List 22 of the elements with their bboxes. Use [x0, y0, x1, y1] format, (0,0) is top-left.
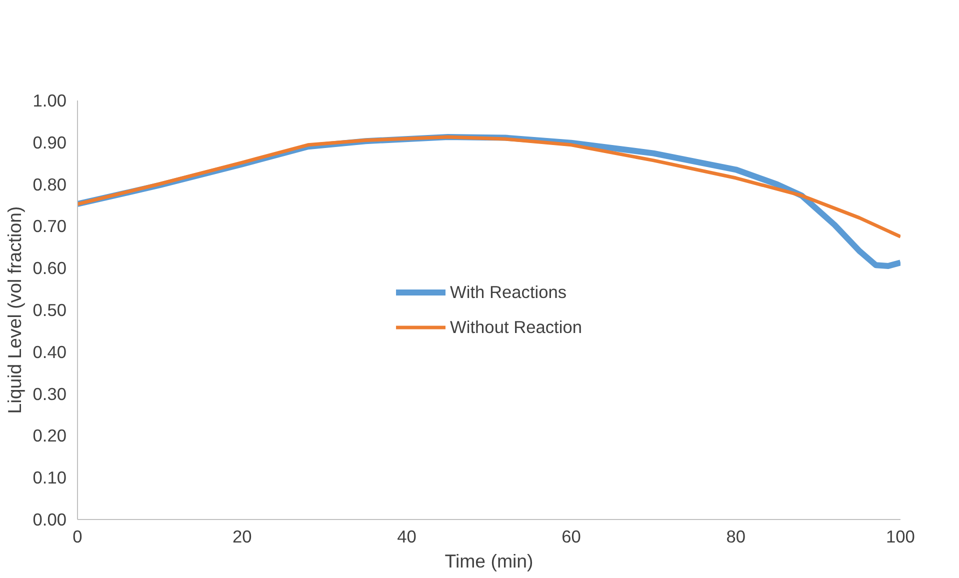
y-tick-label: 0.40 [32, 342, 67, 362]
line-series [78, 135, 900, 238]
y-axis-title: Liquid Level (vol fraction) [4, 206, 25, 414]
x-tick-label: 0 [72, 526, 82, 546]
x-tick-label: 40 [397, 526, 416, 546]
y-tick-label: 0.10 [32, 468, 67, 488]
y-tick-label: 0.00 [32, 510, 67, 530]
y-tick-label: 0.60 [32, 258, 67, 278]
y-tick-label: 1.00 [32, 90, 67, 110]
x-tick-label: 100 [886, 526, 915, 546]
x-tick-label: 60 [562, 526, 581, 546]
y-tick-label: 0.30 [32, 384, 67, 404]
y-tick-label: 0.90 [32, 132, 67, 152]
y-tick-label: 0.80 [32, 174, 67, 194]
legend-label: Without Reaction [450, 316, 582, 338]
y-tick-label: 0.50 [32, 300, 67, 320]
y-tick-label: 0.70 [32, 216, 67, 236]
x-tick-label: 80 [726, 526, 746, 546]
x-tick-label: 20 [232, 526, 252, 546]
y-tick-label: 0.20 [32, 426, 67, 446]
legend-label: With Reactions [450, 282, 567, 302]
x-axis-title: Time (min) [444, 550, 534, 572]
